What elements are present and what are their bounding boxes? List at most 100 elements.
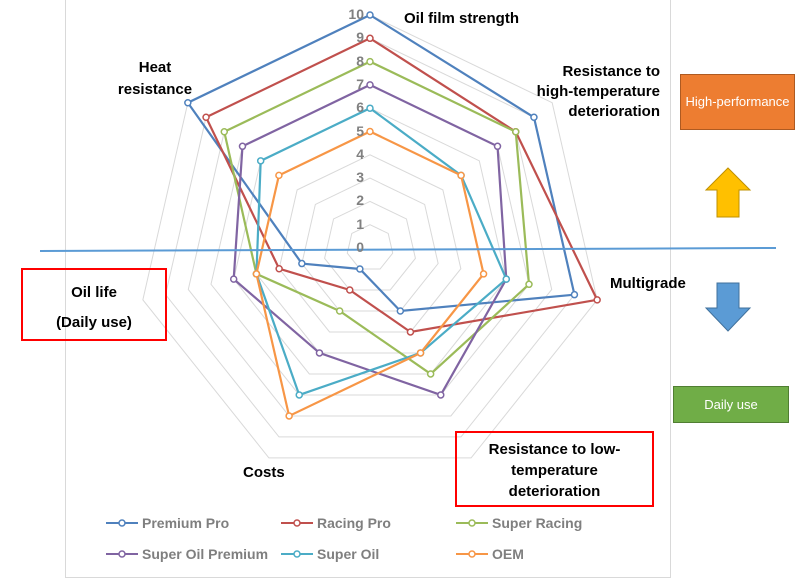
label-line: Resistance to low-: [488, 441, 621, 458]
series-line: [232, 83, 508, 397]
data-point: [184, 98, 192, 107]
legend-item: Super Racing: [455, 515, 582, 531]
data-point: [570, 290, 579, 299]
data-point: [202, 113, 210, 122]
data-point: [366, 127, 374, 136]
data-point: [366, 104, 374, 112]
legend-item: Racing Pro: [280, 515, 391, 531]
label-line: Heat: [138, 59, 172, 76]
data-point: [298, 259, 306, 268]
grid-ring: [233, 107, 507, 375]
legend-marker-icon: [106, 550, 138, 558]
legend-label: Racing Pro: [317, 515, 391, 531]
down-arrow-icon: [704, 282, 752, 332]
data-point: [229, 275, 238, 283]
data-point: [315, 349, 324, 357]
axis-label-costs: Costs: [243, 464, 285, 481]
legend-item: OEM: [455, 546, 524, 562]
label-line: temperature: [511, 462, 598, 479]
legend-marker-icon: [281, 519, 313, 527]
tick-label: 3: [356, 169, 364, 186]
data-point: [256, 157, 265, 165]
data-point: [479, 270, 488, 278]
tick-label: 6: [356, 99, 364, 116]
tick-label: 8: [356, 52, 364, 69]
label-line: high-temperature: [536, 83, 660, 100]
axis-label-oil-life: Oil life (Daily use): [21, 268, 167, 341]
tick-label: 2: [356, 192, 364, 209]
grid-ring: [187, 61, 553, 417]
daily-use-tag: Daily use: [673, 386, 789, 423]
series-line: [255, 130, 485, 418]
legend-marker-icon: [456, 519, 488, 527]
legend-marker-icon: [106, 519, 138, 527]
axis-label-oil-film: Oil film strength: [404, 10, 520, 27]
data-point: [346, 286, 354, 294]
legend-item: Super Oil: [280, 546, 379, 562]
grid-ring: [301, 177, 439, 312]
series-line: [223, 60, 531, 376]
data-point: [437, 391, 445, 399]
data-point: [530, 113, 538, 122]
tick-label: 4: [356, 145, 364, 162]
data-point: [493, 142, 502, 151]
data-point: [366, 34, 374, 43]
data-point: [457, 171, 465, 180]
data-point: [295, 391, 303, 399]
data-point: [238, 142, 247, 151]
data-point: [275, 264, 283, 273]
label-line: Oil life: [71, 284, 117, 301]
up-arrow-icon: [704, 167, 752, 218]
label-line: resistance: [117, 81, 193, 98]
data-point: [511, 128, 520, 136]
tick-label: 0: [356, 239, 364, 255]
high-performance-tag: High-performance: [680, 74, 795, 130]
data-point: [366, 81, 374, 89]
data-point: [396, 307, 405, 315]
axis-label-heat: Heat resistance: [110, 57, 200, 101]
data-point: [335, 307, 344, 315]
grid-ring: [346, 224, 394, 270]
data-point: [366, 11, 374, 19]
series-line: [255, 106, 508, 397]
data-point: [416, 349, 425, 357]
data-point: [406, 328, 415, 336]
tick-label: 10: [348, 6, 364, 22]
label-line: (Daily use): [56, 314, 132, 331]
legend-marker-icon: [456, 550, 488, 558]
grid-ring: [210, 84, 530, 396]
legend-label: OEM: [492, 546, 524, 562]
axis-label-multigrade: Multigrade: [610, 275, 686, 292]
series-line: [204, 37, 599, 334]
legend-item: Super Oil Premium: [105, 546, 268, 562]
data-point: [593, 296, 601, 304]
legend-label: Super Oil Premium: [142, 546, 269, 562]
tick-label: 7: [356, 75, 364, 92]
data-point: [502, 275, 511, 283]
label-line: Resistance to: [562, 63, 660, 80]
legend-item: Premium Pro: [105, 515, 229, 531]
grid-ring: [255, 130, 485, 354]
axis-label-high-temp: Resistance to high-temperature deteriora…: [520, 62, 660, 122]
legend-label: Premium Pro: [142, 515, 230, 531]
data-point: [426, 370, 435, 378]
legend-label: Super Oil: [317, 546, 380, 562]
grid-ring: [142, 14, 598, 459]
legend-marker-icon: [281, 550, 313, 558]
data-point: [356, 265, 364, 273]
axis-label-low-temp: Resistance to low- temperature deteriora…: [455, 431, 654, 507]
data-point: [275, 171, 283, 180]
legend-label: Super Racing: [492, 515, 583, 531]
data-point: [252, 270, 261, 278]
label-line: deterioration: [568, 103, 660, 120]
divider-line: [39, 247, 777, 252]
tick-label: 5: [356, 122, 364, 139]
data-point: [366, 57, 374, 66]
grid-ring: [324, 200, 416, 291]
series-line: [186, 13, 576, 313]
label-line: deterioration: [508, 483, 601, 500]
tick-label: 9: [356, 29, 364, 46]
tick-label: 1: [356, 215, 364, 232]
data-point: [525, 280, 533, 289]
